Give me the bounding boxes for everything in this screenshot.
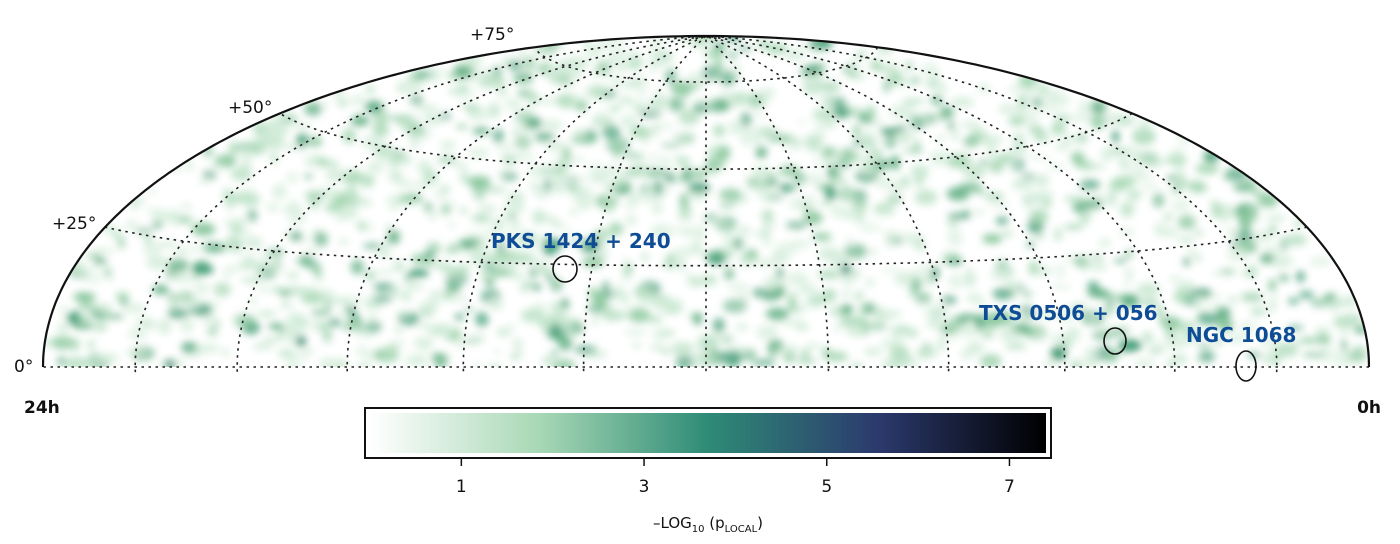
colorbar-gradient — [370, 413, 1046, 453]
grid-meridian-2h — [134, 35, 707, 373]
colorbar-tick-label-5: 5 — [821, 477, 832, 497]
colorbar-frame — [364, 407, 1052, 459]
colorbar: 1 3 5 7 –LOG10 (pLOCAL) — [364, 407, 1052, 535]
sky-map-outline — [41, 34, 1371, 368]
source-label-pks1424: PKS 1424 + 240 — [491, 229, 671, 253]
grid-meridian-16h — [705, 35, 950, 372]
dec-tick-50: +50° — [228, 98, 272, 118]
dec-tick-25: +25° — [52, 214, 96, 234]
colorbar-title: –LOG10 (pLOCAL) — [653, 514, 763, 535]
grid-meridian-18h — [705, 35, 1066, 372]
source-circle-txs0506 — [1103, 327, 1127, 355]
ra-label-right: 0h — [1357, 398, 1381, 418]
colorbar-tick-label-1: 1 — [456, 477, 467, 497]
source-label-txs0506: TXS 0506 + 056 — [979, 301, 1158, 325]
ra-label-left: 24h — [24, 398, 60, 418]
source-label-ngc1068: NGC 1068 — [1186, 323, 1296, 347]
grid-meridian-8h — [462, 35, 707, 372]
source-circle-pks1424 — [552, 255, 578, 283]
colorbar-tick-label-7: 7 — [1004, 477, 1015, 497]
declination-tick-labels: 0° +25° +50° +75° — [14, 25, 514, 377]
colorbar-tick-label-3: 3 — [639, 477, 650, 497]
grid-meridian-6h — [346, 35, 707, 372]
dec-tick-0: 0° — [14, 357, 33, 377]
source-markers: PKS 1424 + 240 TXS 0506 + 056 NGC 1068 — [491, 229, 1296, 382]
grid-meridian-22h — [705, 35, 1278, 373]
dec-tick-75: +75° — [470, 25, 514, 45]
source-circle-ngc1068 — [1235, 350, 1257, 382]
coordinate-grid — [43, 35, 1369, 373]
